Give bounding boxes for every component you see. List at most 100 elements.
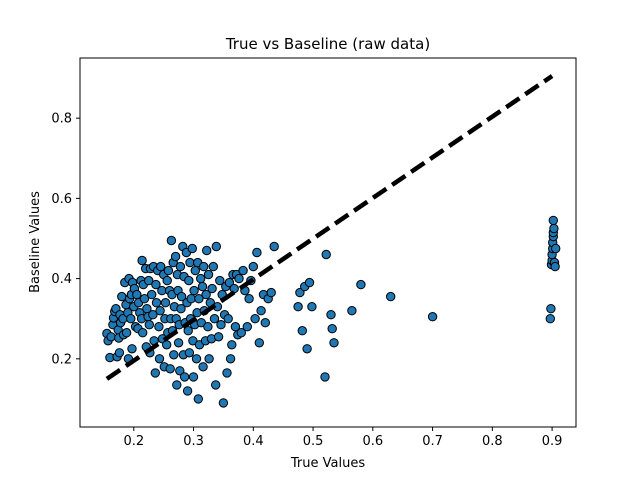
data-point	[295, 287, 305, 298]
data-point	[176, 304, 186, 314]
data-point	[189, 285, 199, 296]
data-point	[199, 261, 209, 272]
data-point	[106, 332, 116, 342]
data-point	[321, 249, 331, 260]
data-point	[242, 322, 253, 332]
data-point	[150, 368, 161, 378]
data-point	[209, 314, 220, 324]
data-point	[549, 223, 559, 234]
data-point	[190, 265, 201, 276]
data-point	[188, 372, 199, 382]
data-point	[548, 215, 558, 226]
x-tick-label: 0.3	[183, 434, 204, 449]
y-tick-label: 0.4	[51, 272, 72, 287]
x-tick-label: 0.6	[362, 434, 383, 449]
data-point	[184, 275, 194, 286]
data-point	[173, 338, 184, 348]
data-point	[162, 340, 172, 350]
data-point	[186, 294, 196, 304]
data-point	[347, 306, 357, 316]
data-point	[224, 277, 235, 288]
data-point	[254, 338, 264, 348]
data-point	[236, 328, 247, 338]
data-point	[238, 265, 248, 276]
data-point	[126, 314, 136, 324]
data-point	[223, 314, 233, 324]
data-point	[386, 291, 396, 302]
data-point	[250, 314, 260, 324]
data-point	[227, 340, 237, 350]
y-tick-label: 0.2	[51, 352, 72, 367]
data-point	[215, 275, 225, 286]
data-point	[302, 344, 312, 354]
data-point	[121, 328, 132, 338]
data-point	[137, 255, 147, 266]
data-point	[211, 241, 222, 252]
data-point	[203, 322, 213, 332]
chart-title: True vs Baseline (raw data)	[225, 35, 430, 53]
data-point	[252, 247, 262, 258]
data-point	[169, 350, 179, 360]
data-point	[162, 275, 172, 286]
data-point	[229, 283, 239, 294]
data-point	[260, 318, 270, 328]
data-point	[138, 328, 148, 338]
data-point	[213, 332, 224, 342]
data-point	[160, 298, 171, 308]
data-point	[196, 273, 206, 284]
data-point	[154, 354, 165, 364]
x-tick-label: 0.2	[123, 434, 144, 449]
data-point	[184, 348, 195, 358]
data-point	[183, 326, 193, 336]
y-axis-label: Baseline Values	[28, 191, 43, 293]
data-point	[166, 235, 177, 246]
data-point	[182, 386, 193, 396]
data-point	[225, 354, 236, 364]
x-axis-label: True Values	[290, 456, 365, 471]
data-point	[154, 322, 164, 332]
data-point	[202, 245, 212, 256]
data-point	[551, 243, 561, 254]
chart-marks	[102, 74, 561, 408]
data-point	[157, 285, 167, 296]
data-point	[194, 294, 204, 304]
data-point	[163, 265, 174, 276]
data-point	[327, 324, 337, 334]
data-point	[175, 261, 186, 272]
data-point	[201, 289, 211, 300]
x-tick-label: 0.5	[303, 434, 324, 449]
data-point	[156, 261, 166, 272]
x-tick-label: 0.4	[243, 434, 264, 449]
reference-line	[105, 74, 554, 381]
data-point	[269, 241, 279, 252]
data-point	[151, 279, 161, 290]
y-tick-label: 0.6	[51, 192, 72, 207]
data-point	[207, 283, 217, 294]
data-point	[304, 277, 315, 288]
data-point	[197, 281, 208, 292]
data-point	[139, 294, 150, 304]
data-point	[248, 261, 259, 272]
data-point	[326, 310, 336, 320]
data-point	[203, 269, 214, 280]
data-point	[144, 275, 154, 286]
data-point	[175, 366, 185, 376]
data-point	[114, 348, 125, 358]
data-point	[545, 314, 555, 324]
data-point	[320, 372, 330, 382]
data-point	[234, 273, 244, 284]
data-point	[293, 302, 303, 312]
data-point	[546, 304, 556, 314]
data-point	[187, 243, 198, 254]
data-point	[266, 287, 276, 298]
plot-frame	[79, 57, 577, 428]
data-point	[256, 306, 266, 316]
data-point	[151, 298, 162, 308]
y-tick-label: 0.8	[51, 112, 72, 127]
data-point	[132, 289, 142, 300]
data-point	[117, 291, 127, 302]
data-point	[208, 261, 219, 272]
data-point	[297, 326, 307, 336]
